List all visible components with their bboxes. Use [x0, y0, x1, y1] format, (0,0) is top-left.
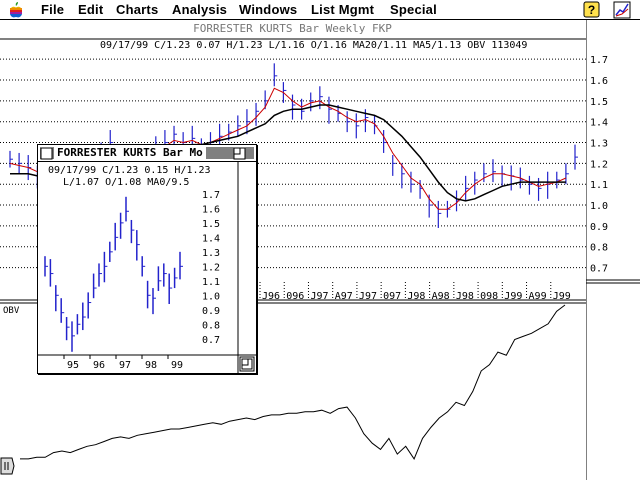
menu-edit[interactable]: Edit	[78, 2, 104, 17]
x-tick-label: J97	[310, 291, 328, 302]
y-tick-label: 0.8	[590, 243, 608, 254]
menu-list-mgmt[interactable]: List Mgmt	[311, 2, 375, 17]
y-tick-label: 0.7	[590, 264, 608, 275]
inset-y-tick-label: 1.4	[202, 233, 220, 244]
obv-line	[20, 304, 566, 460]
main-chart-area: J96 096 J97 A97 J97 097 J98 A98 J98 098 J99 A99 J99	[0, 38, 586, 475]
grow-box-icon[interactable]	[239, 356, 255, 372]
y-tick-label: 1.4	[590, 118, 608, 129]
inset-y-tick-label: 0.8	[202, 320, 220, 331]
x-tick-label: A97	[335, 291, 353, 302]
y-tick-label: 1.7	[590, 55, 608, 66]
x-tick-label: 097	[383, 291, 401, 302]
y-tick-label: 1.5	[590, 97, 608, 108]
inset-y-tick-label: 1.2	[202, 262, 220, 273]
menu-special[interactable]: Special	[390, 2, 437, 17]
help-icon[interactable]: ?	[583, 1, 600, 18]
inset-x-tick-label: 98	[145, 360, 157, 371]
inset-x-tick-label: 96	[93, 360, 105, 371]
inset-y-tick-label: 0.9	[202, 306, 220, 317]
y-tick-label: 1.3	[590, 139, 608, 150]
close-box-icon[interactable]	[40, 147, 53, 160]
inset-y-tick-label: 0.7	[202, 335, 220, 346]
svg-text:?: ?	[588, 3, 595, 17]
x-tick-label: A98	[432, 291, 450, 302]
inset-x-tick-label: 95	[67, 360, 79, 371]
y-tick-label: 1.0	[590, 201, 608, 212]
x-tick-label: J98	[407, 291, 425, 302]
inset-y-tick-label: 1.3	[202, 248, 220, 259]
inset-window-title: FORRESTER KURTS Bar Mo	[54, 146, 206, 159]
inset-price-info-1: 09/17/99 C/1.23 0.15 H/1.23	[48, 165, 211, 176]
menu-analysis[interactable]: Analysis	[172, 2, 228, 17]
menu-bar: File Edit Charts Analysis Windows List M…	[0, 0, 640, 20]
inset-y-tick-label: 1.1	[202, 277, 220, 288]
inset-price-info-2: L/1.07 O/1.08 MA0/9.5	[63, 177, 190, 188]
inset-price-bars	[44, 196, 183, 352]
application-icon[interactable]	[613, 1, 631, 19]
menu-charts[interactable]: Charts	[116, 2, 159, 17]
x-tick-label: 096	[286, 291, 304, 302]
y-tick-label: 0.9	[590, 222, 608, 233]
x-tick-label: 098	[480, 291, 498, 302]
inset-title-bar[interactable]: FORRESTER KURTS Bar Mo	[38, 145, 256, 162]
menu-windows[interactable]: Windows	[239, 2, 298, 17]
inset-x-tick-label: 99	[171, 360, 183, 371]
x-tick-label: J98	[456, 291, 474, 302]
inset-y-axis: 1.7 1.6 1.5 1.4 1.3 1.2 1.1 1.0 0.9 0.8 0.7	[202, 190, 220, 346]
zoom-box-icon[interactable]	[233, 147, 246, 160]
menu-file[interactable]: File	[41, 2, 65, 17]
main-price-info: 09/17/99 C/1.23 0.07 H/1.23 L/1.16 O/1.1…	[100, 40, 528, 51]
price-x-axis: J96 096 J97 A97 J97 097 J98 A98 J98 098 J99 A99 J99	[259, 282, 571, 302]
inset-x-tick-label: 97	[119, 360, 131, 371]
inset-x-axis: 95 96 97 98 99	[63, 355, 183, 371]
x-tick-label: J97	[359, 291, 377, 302]
inset-y-tick-label: 1.7	[202, 190, 220, 201]
x-tick-label: J99	[504, 291, 522, 302]
x-tick-label: J99	[553, 291, 571, 302]
x-tick-label: J96	[262, 291, 280, 302]
inset-y-tick-label: 1.6	[202, 204, 220, 215]
y-tick-label: 1.2	[590, 159, 608, 170]
x-tick-label: A99	[529, 291, 547, 302]
inset-y-tick-label: 1.5	[202, 219, 220, 230]
y-tick-label: 1.6	[590, 76, 608, 87]
price-axis-panel: 1.7 1.6 1.5 1.4 1.3 1.2 1.1 1.0 0.9 0.8 0.7	[586, 20, 640, 480]
inset-chart-window[interactable]: FORRESTER KURTS Bar Mo 1.7 1.6 1.5 1.4 1.3 1.…	[37, 144, 257, 374]
main-window-title: FORRESTER KURTS Bar Weekly FKP	[193, 22, 392, 35]
horizontal-scroll-thumb[interactable]	[0, 457, 15, 475]
y-tick-label: 1.1	[590, 180, 608, 191]
obv-label: OBV	[3, 306, 20, 316]
apple-icon[interactable]	[9, 2, 23, 18]
inset-y-tick-label: 1.0	[202, 291, 220, 302]
inset-chart-area: 1.7 1.6 1.5 1.4 1.3 1.2 1.1 1.0 0.9 0.8 0.7 95 96 97…	[38, 161, 256, 373]
